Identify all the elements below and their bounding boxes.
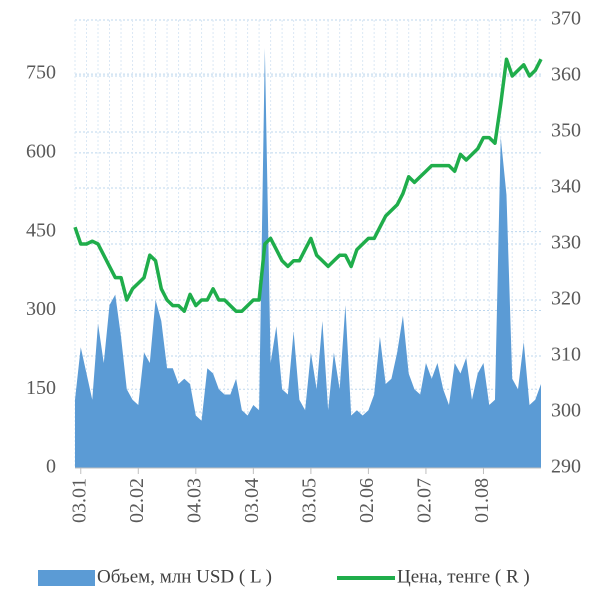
legend-swatch [38, 570, 95, 586]
y-tick-label: 600 [26, 140, 56, 162]
y2-tick-label: 300 [551, 400, 581, 422]
x-tick-label: 02.07 [414, 478, 436, 523]
price-line [73, 57, 543, 313]
y2-tick-label: 340 [551, 176, 581, 198]
x-tick-label: 02.02 [126, 478, 148, 523]
x-tick-label: 03.05 [298, 478, 320, 523]
volume-area [75, 47, 541, 468]
y-tick-label: 750 [26, 62, 56, 84]
legend-label: Цена, тенге ( R ) [397, 566, 530, 587]
y2-tick-label: 370 [551, 8, 581, 30]
y2-tick-label: 320 [551, 288, 581, 310]
x-tick-label: 01.08 [471, 478, 493, 523]
y2-tick-label: 360 [551, 64, 581, 86]
y2-tick-label: 330 [551, 232, 581, 254]
x-tick-label: 03.04 [241, 478, 263, 523]
legend-label: Объем, млн USD ( L ) [97, 566, 272, 587]
y-tick-label: 0 [46, 456, 56, 478]
x-tick-label: 04.03 [183, 478, 205, 523]
y2-tick-label: 290 [551, 456, 581, 478]
y-tick-label: 300 [26, 298, 56, 320]
x-tick-label: 02.06 [356, 478, 378, 523]
y-tick-label: 450 [26, 219, 56, 241]
y2-tick-label: 310 [551, 344, 581, 366]
y2-tick-label: 350 [551, 120, 581, 142]
x-tick-label: 03.01 [68, 478, 90, 523]
y-tick-label: 150 [26, 377, 56, 399]
